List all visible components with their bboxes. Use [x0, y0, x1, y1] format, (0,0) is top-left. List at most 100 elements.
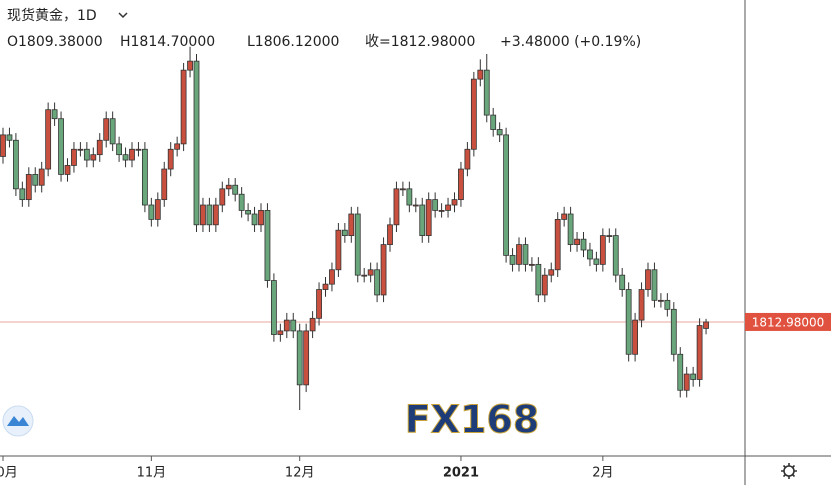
candle-body [522, 244, 529, 265]
candle-body [96, 139, 103, 156]
candle-body [270, 280, 277, 335]
candle-body [225, 184, 232, 190]
watermark: FX168 [405, 398, 540, 442]
candle-body [83, 148, 90, 161]
candle-body [135, 148, 142, 151]
candle-body [154, 199, 161, 220]
candle-body [290, 319, 297, 332]
candle-body [51, 109, 58, 120]
candle-body [122, 154, 129, 161]
candle-body [612, 235, 619, 276]
candle-body [419, 204, 426, 236]
candle-body [283, 319, 290, 332]
candle-body [161, 168, 168, 201]
candle-body [141, 148, 148, 206]
candle-body [148, 204, 155, 220]
candle-body [516, 244, 522, 265]
candle-body [703, 321, 709, 329]
dropdown-icon[interactable] [118, 12, 128, 19]
candle-body [309, 317, 316, 332]
last-price-box [745, 312, 831, 331]
candle-body [619, 274, 626, 290]
candle-body [496, 129, 503, 136]
candle-body [451, 199, 458, 206]
candle-body [341, 229, 348, 236]
candle-body [264, 210, 271, 281]
candle-body [129, 148, 135, 161]
candle-body [535, 263, 542, 296]
candle-body [116, 143, 122, 156]
candle-body [380, 244, 387, 296]
candle-body [296, 330, 303, 386]
candle-body [348, 213, 355, 236]
candle-body [374, 269, 381, 296]
settings-icon[interactable] [781, 463, 797, 479]
candle-body [303, 330, 310, 386]
candle-body [445, 204, 451, 211]
ohlc-legend: L1806.12000 [247, 34, 339, 50]
candle-body [658, 299, 664, 302]
candle-body [670, 308, 677, 355]
candle-body [193, 60, 200, 226]
ohlc-legend: 收=1812.98000 [365, 34, 475, 50]
candle-body [180, 69, 187, 145]
candle-body [574, 238, 580, 245]
candle-body [548, 269, 555, 276]
candle-body [393, 188, 400, 226]
candle-body [458, 168, 464, 201]
candle-body [677, 353, 684, 391]
candle-body [219, 188, 226, 206]
candle-body [438, 210, 445, 212]
candle-body [32, 174, 39, 186]
candle-body [425, 199, 432, 236]
candle-body [238, 193, 245, 211]
candle-body [625, 289, 632, 355]
candle-body [483, 69, 490, 116]
candle-body [258, 210, 264, 226]
candle-body [64, 165, 71, 175]
candle-body [232, 184, 239, 195]
candle-body [12, 139, 19, 190]
candle-body [103, 118, 110, 141]
candle-body [174, 143, 181, 150]
candle-body [470, 78, 477, 150]
candle-body [354, 213, 361, 276]
ohlc-legend: H1814.70000 [120, 34, 215, 50]
candle-body [361, 274, 368, 277]
candle-body [322, 283, 329, 290]
candle-body [477, 69, 484, 80]
candle-body [206, 204, 213, 226]
candle-body [167, 148, 174, 170]
candle-body [367, 269, 374, 276]
x-tick-label: 10月 [0, 466, 18, 481]
candle-body [277, 330, 284, 335]
candle-body [109, 118, 116, 145]
candle-body [503, 134, 510, 256]
candle-body [251, 213, 258, 226]
candle-body [696, 325, 703, 380]
candle-body [432, 199, 439, 211]
candle-body [412, 204, 419, 207]
candle-body [245, 210, 252, 215]
candle-body [212, 204, 219, 226]
watermark-logo [2, 405, 34, 437]
candle-body [599, 235, 606, 265]
candle-body [399, 188, 406, 191]
candle-body [561, 213, 568, 220]
x-tick-label: 2月 [592, 466, 613, 481]
candle-body [19, 188, 26, 201]
candle-body [645, 269, 651, 290]
candle-body [593, 258, 600, 265]
header: 现货黄金，1D O1809.38000 H1814.70000 L1806.1200… [7, 7, 641, 50]
candle-body [0, 134, 6, 157]
candle-body [490, 114, 497, 130]
candle-body [638, 289, 645, 321]
candle-body [683, 373, 690, 391]
ohlc-legend: +3.48000 (+0.19%) [500, 34, 641, 50]
candle-body [45, 109, 52, 170]
candle-body [587, 249, 593, 260]
x-tick-label: 2021 [443, 466, 479, 481]
symbol-title: 现货黄金，1D [7, 7, 97, 24]
candle-body [77, 148, 84, 151]
